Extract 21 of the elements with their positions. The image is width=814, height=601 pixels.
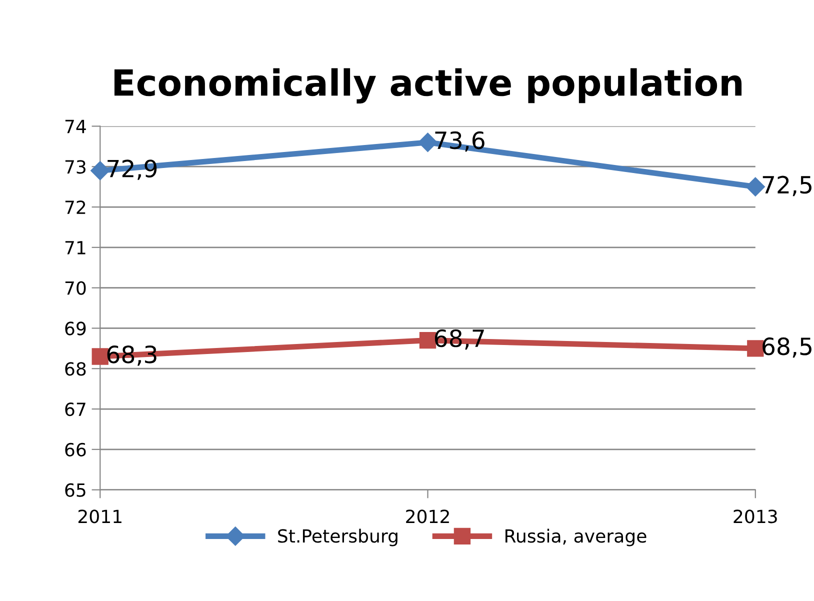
y-tick-label: 65: [65, 483, 86, 497]
y-tick-label: 68: [65, 362, 86, 376]
x-tick-label: 2012: [406, 510, 449, 524]
y-tick-label: 70: [65, 281, 86, 295]
y-tick-label: 66: [65, 442, 86, 457]
legend-label: Russia, average: [506, 528, 646, 546]
x-tick-label: 2011: [78, 510, 122, 524]
data-label: 72,5: [762, 176, 812, 196]
data-label: 72,9: [108, 160, 157, 180]
y-tick-label: 67: [65, 402, 86, 416]
point: [747, 340, 764, 357]
point: [419, 332, 436, 349]
y-tick-label: 72: [65, 200, 86, 214]
legend-label: St.Petersburg: [278, 528, 398, 546]
point: [92, 348, 108, 365]
x-tick-label: 2013: [734, 510, 777, 524]
y-tick-label: 71: [65, 241, 86, 254]
y-tick-label: 69: [65, 322, 86, 336]
y-tick-label: 73: [65, 160, 86, 174]
chart-title: Economically active population: [114, 68, 742, 104]
y-tick-label: 74: [65, 120, 86, 134]
